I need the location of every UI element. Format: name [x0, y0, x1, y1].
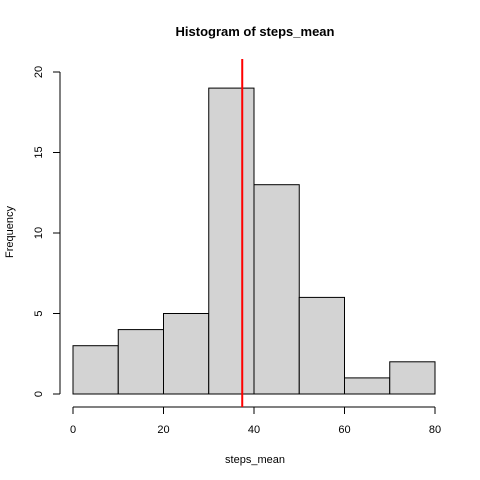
x-axis: 0 20 40 60 80	[70, 406, 441, 436]
histogram-bar-0	[72, 345, 119, 395]
histogram-bar-6	[344, 377, 391, 395]
histogram-bar-5	[298, 296, 345, 395]
histogram-bar-2	[163, 313, 210, 395]
histogram-bar-7	[389, 361, 436, 395]
y-tick-label-1: 5	[33, 310, 45, 316]
histogram-bar-3	[208, 87, 255, 395]
histogram-bar-1	[117, 329, 164, 395]
x-tick-label-0: 0	[70, 424, 76, 436]
y-axis-label: Frequency	[4, 206, 16, 258]
chart-title: Histogram of steps_mean	[176, 24, 335, 39]
y-tick-label-2: 10	[33, 227, 45, 239]
x-tick-label-2: 40	[248, 424, 260, 436]
y-axis: 0 5 10 15 20	[33, 66, 61, 397]
x-axis-label: steps_mean	[225, 454, 285, 466]
x-tick-label-3: 60	[338, 424, 350, 436]
x-tick-label-1: 20	[157, 424, 169, 436]
x-tick-label-4: 80	[429, 424, 441, 436]
y-tick-label-4: 20	[33, 66, 45, 78]
y-tick-label-0: 0	[33, 391, 45, 397]
y-tick-label-3: 15	[33, 146, 45, 158]
histogram-bar-4	[253, 184, 300, 395]
bars-group	[72, 87, 436, 395]
